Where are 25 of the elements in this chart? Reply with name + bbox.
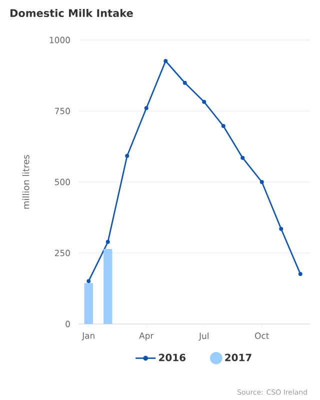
point bbox=[164, 59, 168, 64]
y-tick-label: 250 bbox=[54, 250, 70, 256]
point bbox=[221, 124, 226, 128]
x-tick-label: Jan bbox=[82, 332, 94, 340]
point bbox=[125, 154, 130, 158]
point bbox=[144, 106, 148, 110]
point bbox=[182, 80, 187, 85]
y-tick-label: 1000 bbox=[50, 36, 70, 44]
x-tick-label: Jul bbox=[198, 332, 208, 341]
point bbox=[298, 272, 302, 276]
point bbox=[279, 226, 284, 231]
y-tick-label: 0 bbox=[66, 320, 70, 328]
x-tick-label: Apr bbox=[139, 332, 154, 340]
y-tick-label: 750 bbox=[55, 108, 70, 114]
x-tick-label: Oct bbox=[255, 332, 270, 339]
y-axis-title: million litres bbox=[22, 154, 30, 209]
legend-label: 2017 bbox=[225, 354, 252, 362]
chart-title: Domestic Milk Intake bbox=[10, 8, 133, 18]
y-tick-label: 500 bbox=[54, 178, 70, 186]
point bbox=[240, 156, 245, 160]
point bbox=[106, 240, 110, 244]
legend-label: 2016 bbox=[159, 354, 186, 362]
point bbox=[202, 100, 206, 104]
point bbox=[260, 180, 264, 184]
point bbox=[86, 279, 91, 284]
